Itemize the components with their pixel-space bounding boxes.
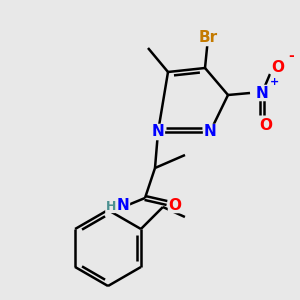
- Text: -: -: [288, 49, 294, 63]
- Text: H: H: [106, 200, 116, 212]
- Text: +: +: [270, 77, 279, 87]
- Text: O: O: [260, 118, 272, 133]
- Text: O: O: [169, 197, 182, 212]
- Text: N: N: [152, 124, 164, 140]
- Text: N: N: [256, 85, 268, 100]
- Text: N: N: [117, 197, 129, 212]
- Text: N: N: [204, 124, 216, 140]
- Text: O: O: [272, 61, 284, 76]
- Text: Br: Br: [198, 31, 218, 46]
